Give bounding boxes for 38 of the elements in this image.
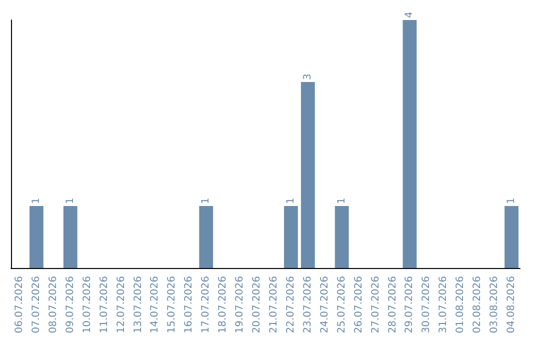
data-label: 1 [64,198,76,204]
x-tick-label: 29.07.2026 [404,276,416,334]
x-tick-label: 26.07.2026 [353,276,364,334]
x-tick-label: 31.07.2026 [438,276,450,334]
x-tick-label: 08.07.2026 [48,276,59,334]
x-tick-label: 28.07.2026 [387,276,398,334]
data-label: 4 [404,12,416,18]
x-tick-label: 14.07.2026 [150,276,161,334]
x-tick-label: 01.08.2026 [455,276,466,334]
x-tick-label: 24.07.2026 [319,276,330,334]
x-tick-label: 10.07.2026 [82,276,93,334]
data-label: 1 [506,198,518,204]
x-tick-label: 22.07.2026 [285,276,296,334]
x-tick-label: 23.07.2026 [302,276,314,334]
x-tick-label: 11.07.2026 [98,276,110,334]
x-tick-label: 17.07.2026 [200,276,212,334]
x-tick-label: 04.08.2026 [506,276,518,334]
x-tick-label: 20.07.2026 [252,276,263,334]
x-tick-label: 15.07.2026 [166,276,178,334]
data-label: 1 [336,198,348,204]
x-tick-label: 06.07.2026 [14,276,25,334]
data-label: 1 [200,198,212,204]
x-tick-label: 18.07.2026 [218,276,229,334]
x-tick-label: 21.07.2026 [268,276,280,334]
x-tick-label: 25.07.2026 [336,276,348,334]
x-tick-label: 09.07.2026 [64,276,76,334]
x-tick-label: 07.07.2026 [30,276,42,334]
x-tick-label: 19.07.2026 [234,276,246,334]
data-label: 1 [30,198,42,204]
x-tick-label: 27.07.2026 [370,276,382,334]
x-tick-label: 30.07.2026 [421,276,432,334]
x-tick-label: 16.07.2026 [184,276,195,334]
x-tick-label: 02.08.2026 [472,276,484,334]
data-label: 1 [285,198,296,204]
x-tick-label: 13.07.2026 [132,276,144,334]
x-tick-label: 12.07.2026 [116,276,127,334]
x-tick-label: 03.08.2026 [489,276,500,334]
data-label: 3 [302,74,314,80]
